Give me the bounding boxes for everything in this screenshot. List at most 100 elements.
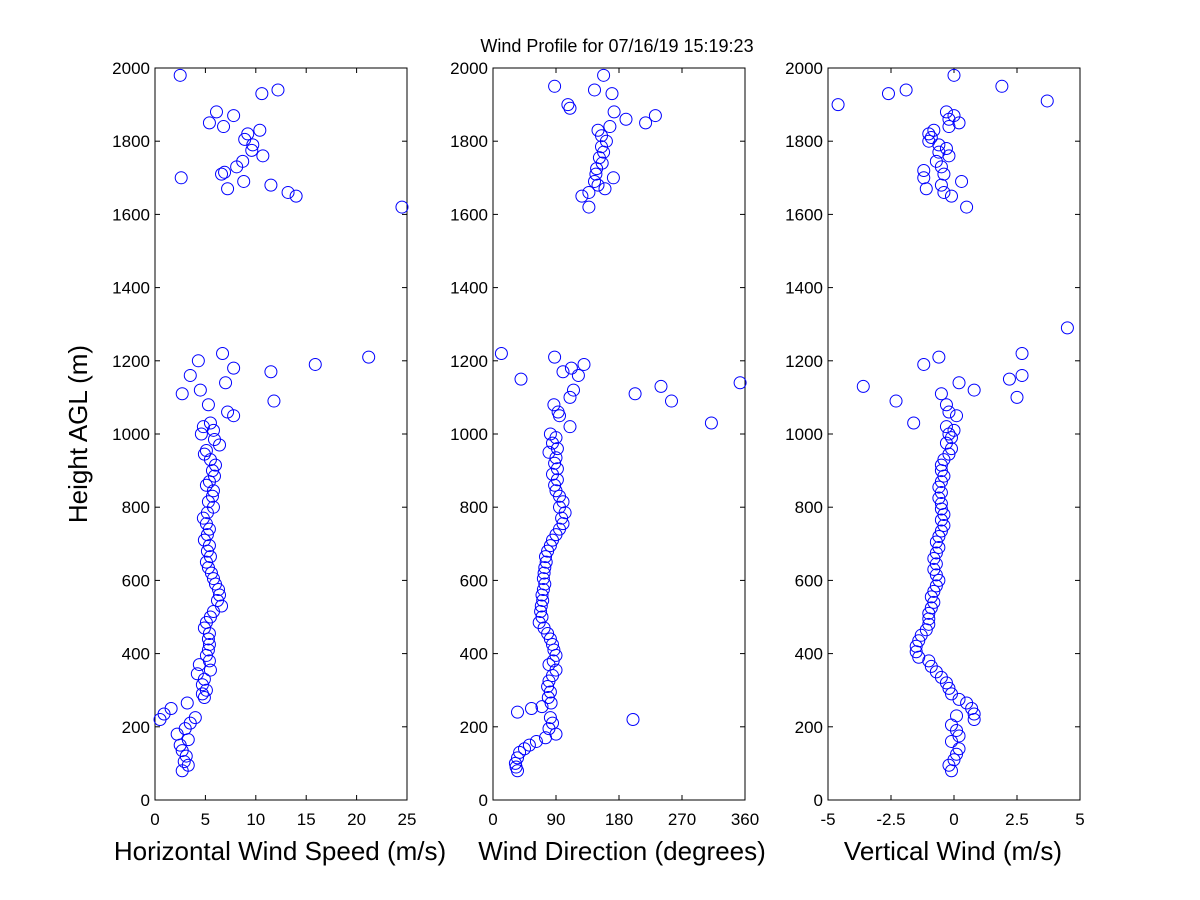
x-tick-label: 270 (668, 810, 696, 829)
data-point (598, 182, 612, 196)
data-point (932, 540, 946, 554)
x-tick-label: 0 (488, 810, 497, 829)
data-point (1060, 321, 1074, 335)
data-point (535, 700, 549, 714)
data-point (217, 120, 231, 134)
data-point (944, 442, 958, 456)
data-point (927, 595, 941, 609)
data-point (704, 416, 718, 430)
data-point (173, 68, 187, 82)
x-tick-label: -2.5 (876, 810, 905, 829)
data-point (221, 182, 235, 196)
data-point (246, 138, 260, 152)
data-point (202, 626, 216, 640)
data-point (536, 583, 550, 597)
x-tick-label: 2.5 (1005, 810, 1029, 829)
data-point (924, 590, 938, 604)
data-point (536, 572, 550, 586)
data-point (909, 645, 923, 659)
data-point (1010, 390, 1024, 404)
data-point (937, 185, 951, 199)
x-tick-label: 5 (1075, 810, 1084, 829)
data-point (213, 588, 227, 602)
y-tick-label: 600 (460, 571, 488, 590)
data-point (175, 764, 189, 778)
data-point (201, 632, 215, 646)
data-point (944, 734, 958, 748)
data-point (539, 550, 552, 564)
data-point (218, 165, 232, 179)
data-point (733, 376, 747, 390)
data-point (494, 346, 508, 360)
data-point (183, 368, 197, 382)
data-point (960, 200, 974, 214)
data-point (511, 764, 524, 778)
data-point (932, 480, 946, 494)
y-tick-label: 600 (122, 571, 150, 590)
data-point (534, 599, 548, 613)
data-point (546, 533, 559, 547)
data-point (547, 643, 561, 657)
data-point (934, 464, 948, 478)
data-point (548, 79, 562, 93)
data-point (173, 738, 187, 752)
y-tick-label: 1000 (450, 425, 488, 444)
y-tick-label: 1800 (785, 132, 823, 151)
y-tick-label: 1800 (450, 132, 488, 151)
data-point (201, 398, 215, 412)
data-point (202, 475, 216, 489)
data-point (952, 376, 966, 390)
data-point (881, 87, 895, 101)
data-point (929, 568, 943, 582)
x-tick-label: 20 (347, 810, 366, 829)
data-point (932, 529, 946, 543)
data-point (227, 409, 241, 423)
data-point (591, 178, 605, 192)
data-point (534, 605, 548, 619)
data-point (582, 185, 596, 199)
data-point (607, 105, 621, 119)
data-point (571, 368, 585, 382)
data-point (546, 654, 560, 668)
data-point (201, 643, 215, 657)
data-point (606, 171, 620, 185)
data-point (539, 731, 552, 745)
data-point (202, 539, 216, 553)
data-point (1015, 346, 1029, 360)
data-point (922, 134, 936, 148)
data-point (648, 109, 662, 123)
x-tick-label: 360 (731, 810, 759, 829)
data-point (192, 658, 206, 672)
y-tick-label: 800 (795, 498, 823, 517)
data-point (950, 723, 964, 737)
y-tick-label: 400 (122, 645, 150, 664)
data-point (563, 420, 577, 434)
data-point (230, 160, 244, 174)
data-point (202, 522, 216, 536)
data-point (548, 350, 562, 364)
data-point (934, 502, 948, 516)
data-point (529, 734, 543, 748)
data-point (942, 149, 956, 163)
data-point (179, 749, 193, 763)
data-point (513, 745, 527, 759)
data-point (639, 116, 653, 130)
data-point (1002, 372, 1016, 386)
data-point (547, 398, 561, 412)
data-point (955, 174, 969, 188)
data-point (942, 120, 956, 134)
data-point (563, 390, 577, 404)
data-point (942, 427, 956, 441)
data-point (206, 423, 220, 437)
y-tick-label: 1800 (112, 132, 150, 151)
data-point (196, 420, 210, 434)
data-point (227, 361, 241, 375)
y-tick-label: 0 (814, 791, 823, 810)
data-point (237, 174, 251, 188)
x-tick-label: 90 (547, 810, 566, 829)
y-tick-label: 2000 (785, 59, 823, 78)
data-point (215, 167, 229, 181)
data-point (575, 189, 589, 203)
